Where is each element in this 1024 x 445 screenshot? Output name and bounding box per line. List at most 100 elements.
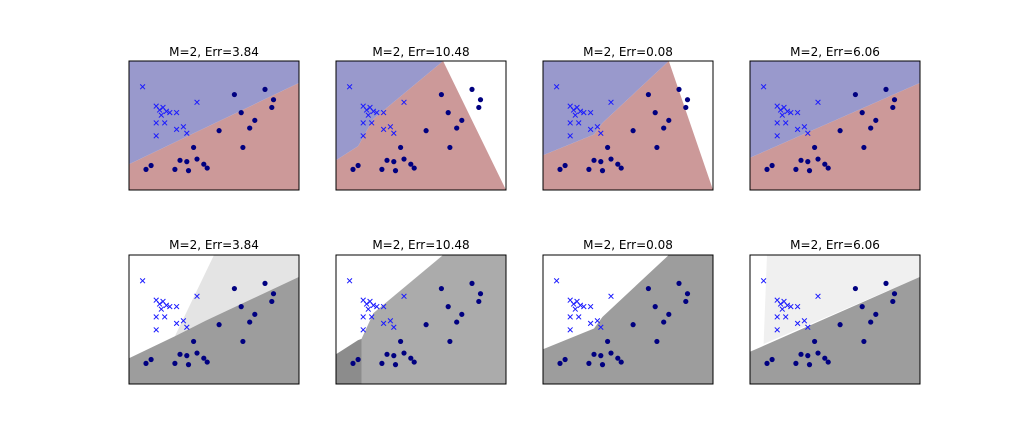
dot-point [447, 144, 453, 151]
dot-point [630, 322, 636, 328]
dot-point [557, 166, 563, 172]
dot-point [148, 356, 154, 363]
dot-point [812, 338, 818, 345]
confidence-region [543, 255, 669, 350]
plot-frame [749, 254, 921, 385]
panel-title: M=2, Err=6.06 [790, 238, 880, 252]
cross-point [801, 124, 808, 130]
cross-point [779, 306, 786, 312]
cross-point [567, 120, 573, 126]
dot-point [238, 110, 244, 116]
cross-point [570, 107, 577, 113]
plot-area [335, 60, 507, 191]
dot-point [476, 298, 482, 305]
region-class-dot [129, 82, 299, 190]
dot-point [599, 362, 606, 368]
cross-point [380, 320, 387, 327]
cross-point [575, 314, 582, 320]
cross-point [784, 108, 791, 115]
dot-point [270, 291, 277, 297]
dot-point [815, 350, 821, 356]
cross-point [581, 303, 587, 310]
dot-point [822, 355, 828, 361]
panel-top-1: M=2, Err=3.84 [128, 45, 300, 191]
cross-point [760, 84, 767, 90]
cross-point [184, 324, 190, 330]
dot-point [423, 128, 429, 134]
dot-point [172, 360, 178, 366]
dot-point [270, 97, 277, 103]
dot-point [805, 353, 811, 359]
cross-point [161, 120, 168, 126]
cross-point [794, 126, 801, 133]
dot-point [676, 280, 682, 286]
cross-point [774, 314, 780, 320]
region-class-cross [336, 61, 506, 161]
dot-point [615, 355, 621, 361]
dot-point [401, 156, 407, 162]
cross-point [346, 278, 353, 284]
confidence-region [129, 276, 299, 384]
dot-point [630, 128, 636, 134]
dot-point [204, 165, 210, 171]
dot-point [822, 161, 828, 167]
cross-point [587, 126, 594, 133]
cross-point [577, 302, 584, 309]
dot-point [252, 117, 258, 123]
cross-point [774, 120, 780, 126]
cross-point [587, 303, 594, 310]
cross-point [360, 120, 366, 126]
plot-frame [749, 60, 921, 191]
dot-point [269, 104, 275, 111]
dot-point [683, 104, 689, 111]
dot-point [764, 166, 770, 172]
dot-point [666, 117, 672, 123]
dot-point [859, 110, 865, 116]
cross-point [194, 293, 200, 300]
dot-point [201, 161, 207, 167]
dot-point [185, 362, 192, 368]
cross-point [815, 99, 821, 106]
cross-point [387, 318, 394, 324]
cross-point [153, 327, 159, 333]
confidence-region [763, 255, 920, 344]
cross-point [782, 314, 789, 320]
dot-point [240, 144, 246, 151]
cross-point [794, 320, 801, 327]
dot-point [769, 162, 775, 169]
cross-point [805, 130, 811, 136]
cross-point [788, 303, 794, 310]
cross-point [370, 108, 377, 115]
cross-point [139, 84, 146, 90]
dot-point [598, 353, 604, 359]
cross-point [380, 126, 387, 133]
plot-frame [335, 60, 507, 191]
dot-point [184, 353, 190, 359]
dot-point [599, 168, 606, 174]
cross-point [760, 278, 767, 284]
dot-point [408, 355, 414, 361]
dot-point [408, 161, 414, 167]
dot-point [562, 356, 568, 363]
cross-point [167, 109, 173, 116]
dot-point [216, 322, 222, 328]
dot-point [262, 86, 268, 92]
panel-bottom-2: M=2, Err=10.48 [335, 238, 507, 385]
dot-point [262, 280, 268, 286]
dot-point [469, 280, 475, 286]
dot-point [798, 351, 804, 357]
dot-point [684, 97, 691, 103]
dot-point [384, 157, 390, 163]
cross-point [572, 112, 579, 118]
plot-frame [128, 254, 300, 385]
cross-point [774, 133, 780, 139]
dot-point [591, 351, 597, 357]
cross-point [163, 302, 170, 309]
dot-point [608, 156, 614, 162]
dot-point [661, 125, 667, 131]
cross-point [608, 293, 614, 300]
cross-point [777, 107, 784, 113]
cross-point [779, 112, 786, 118]
dot-point [401, 350, 407, 356]
plot-frame [128, 60, 300, 191]
